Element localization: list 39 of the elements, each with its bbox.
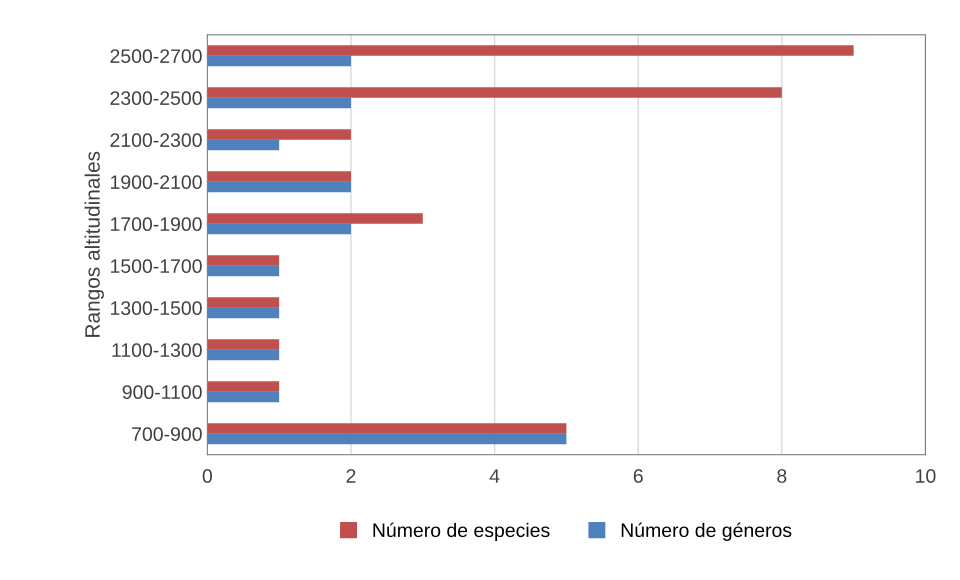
bar	[207, 182, 351, 192]
y-tick-label: 1500-1700	[111, 259, 202, 273]
bar	[207, 392, 280, 402]
bar	[207, 45, 854, 56]
x-tick-label: 10	[916, 469, 936, 483]
x-tick-label: 2	[346, 469, 356, 483]
x-tick-label: 6	[634, 469, 643, 483]
x-tick-label: 8	[777, 469, 786, 483]
y-tick-label: 2500-2700	[110, 49, 202, 64]
y-tick-label: 2100-2300	[110, 133, 202, 148]
x-tick-label: 0	[202, 469, 212, 483]
bar	[207, 434, 566, 444]
bar	[207, 98, 351, 108]
y-tick-label: 700-900	[132, 427, 202, 441]
y-tick-label: 1700-1900	[111, 217, 202, 231]
y-axis-title: Rangos altitudinales	[84, 152, 104, 337]
bar	[207, 350, 280, 360]
bar	[207, 171, 351, 182]
bar	[207, 213, 423, 224]
bar	[207, 339, 280, 350]
x-tick-label: 4	[490, 469, 500, 483]
bar	[207, 87, 782, 98]
y-tick-label: 1300-1500	[111, 301, 202, 315]
bar	[207, 56, 351, 66]
y-tick-label: 900-1100	[122, 385, 202, 399]
bar	[207, 266, 280, 276]
legend-label: Número de géneros	[622, 522, 792, 541]
bar	[207, 255, 280, 266]
bar	[207, 129, 351, 140]
bar	[207, 308, 280, 318]
bar	[207, 297, 280, 308]
legend-label: Número de especies	[373, 522, 550, 541]
y-tick-label: 1900-2100	[111, 175, 202, 190]
y-tick-label: 1100-1300	[112, 343, 202, 357]
bar	[207, 423, 566, 434]
bar	[207, 224, 351, 234]
y-tick-label: 2300-2500	[110, 91, 202, 106]
bar	[207, 381, 280, 392]
bar	[207, 140, 280, 150]
